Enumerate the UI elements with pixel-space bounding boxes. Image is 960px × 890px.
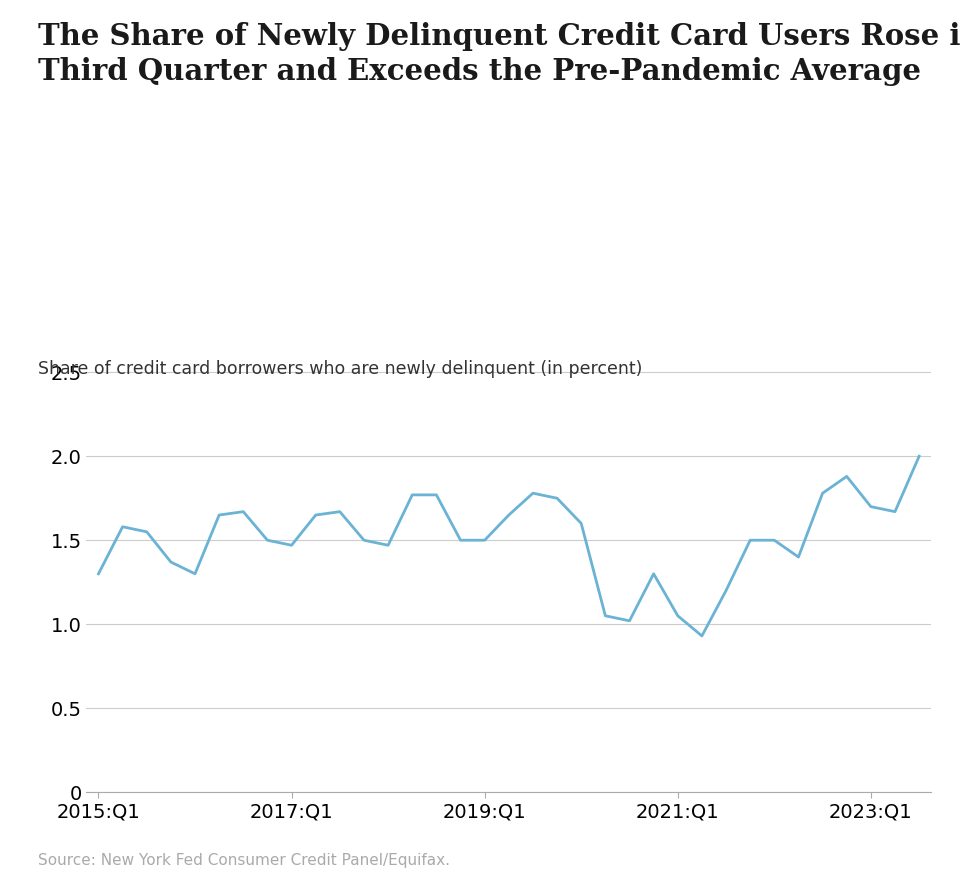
- Text: The Share of Newly Delinquent Credit Card Users Rose in the
Third Quarter and Ex: The Share of Newly Delinquent Credit Car…: [38, 22, 960, 86]
- Text: Share of credit card borrowers who are newly delinquent (in percent): Share of credit card borrowers who are n…: [38, 360, 643, 378]
- Text: Source: New York Fed Consumer Credit Panel/Equifax.: Source: New York Fed Consumer Credit Pan…: [38, 853, 450, 868]
